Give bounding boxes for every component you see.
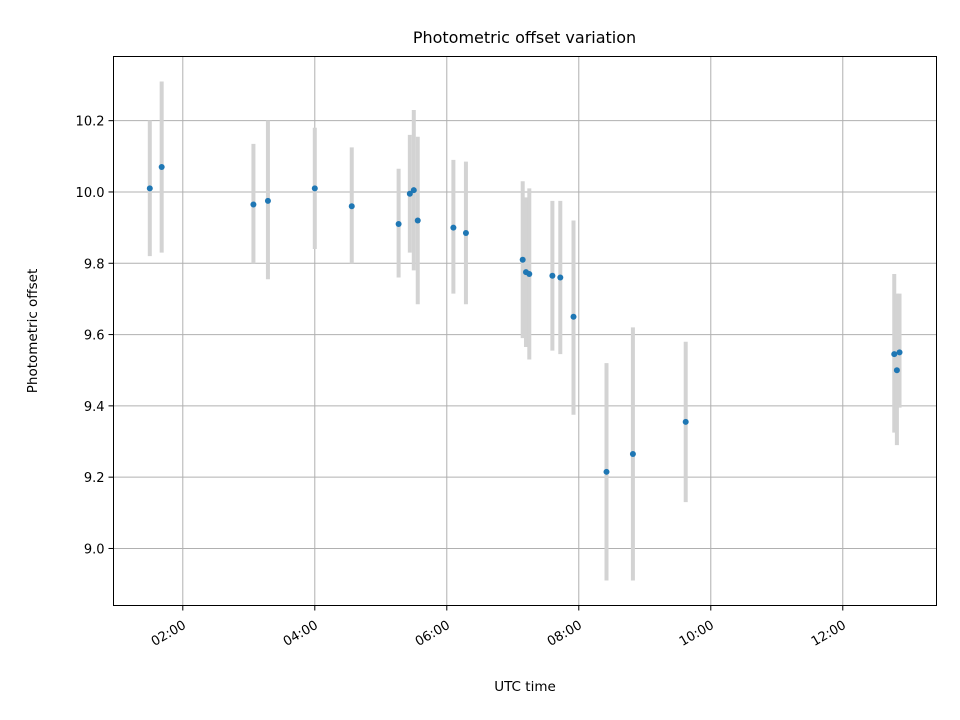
data-point xyxy=(557,274,564,281)
x-tick-label: 06:00 xyxy=(413,618,453,650)
y-tick-label: 9.6 xyxy=(84,329,105,344)
data-point xyxy=(891,351,898,358)
grid xyxy=(113,56,937,606)
data-point xyxy=(264,197,271,204)
data-point xyxy=(629,450,636,457)
data-point xyxy=(549,272,556,279)
y-tick-label: 9.2 xyxy=(84,471,105,486)
data-point xyxy=(311,185,318,192)
data-point xyxy=(146,185,153,192)
data-point xyxy=(158,164,165,171)
y-tick-label: 10.2 xyxy=(76,115,105,130)
x-tick-label: 10:00 xyxy=(677,618,717,650)
y-tick-label: 9.4 xyxy=(84,400,105,415)
chart-title: Photometric offset variation xyxy=(413,28,636,47)
x-tick-label: 04:00 xyxy=(281,618,321,650)
data-point xyxy=(570,313,577,320)
data-point xyxy=(682,418,689,425)
data-point xyxy=(250,201,257,208)
x-axis-label: UTC time xyxy=(494,679,556,695)
data-point xyxy=(348,203,355,210)
y-tick-label: 9.0 xyxy=(84,542,105,557)
x-tick-label: 12:00 xyxy=(809,618,849,650)
y-tick-label: 9.8 xyxy=(84,257,105,272)
x-tick-label: 02:00 xyxy=(149,618,189,650)
data-point xyxy=(395,221,402,228)
x-tick-label: 08:00 xyxy=(545,618,585,650)
y-axis: 9.0 9.2 9.4 9.6 9.8 10.0 10.2 xyxy=(76,115,114,557)
data-point xyxy=(893,367,900,374)
plot-frame xyxy=(113,56,937,606)
data-point xyxy=(462,229,469,236)
data-point xyxy=(450,224,457,231)
data-point xyxy=(410,187,417,194)
data-point xyxy=(414,217,421,224)
y-tick-label: 10.0 xyxy=(76,186,105,201)
y-axis-label: Photometric offset xyxy=(25,269,41,393)
data-point xyxy=(526,270,533,277)
data-point xyxy=(896,349,903,356)
error-bars xyxy=(147,81,902,581)
x-axis: 02:00 04:00 06:00 08:00 10:00 12:00 xyxy=(149,605,849,650)
data-point xyxy=(519,256,526,263)
data-points xyxy=(146,164,903,475)
data-point xyxy=(603,468,610,475)
data-point xyxy=(406,190,413,197)
